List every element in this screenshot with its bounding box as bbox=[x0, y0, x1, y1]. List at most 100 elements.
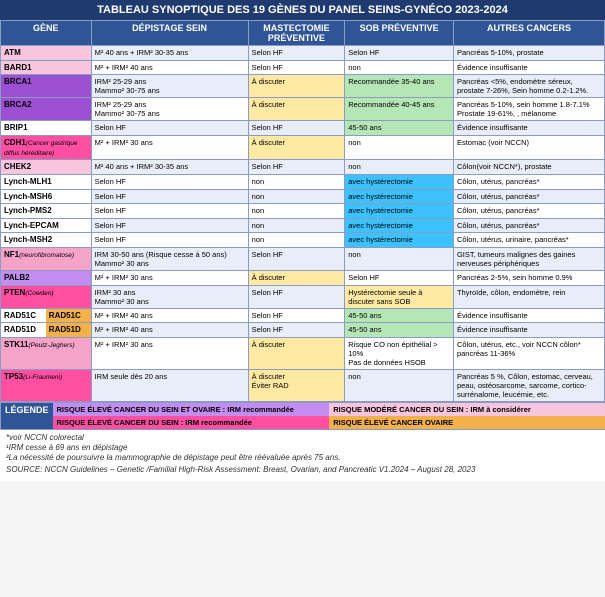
gene-cell: Lynch-MLH1 bbox=[1, 174, 92, 189]
table-row: STK11(Peutz-Jeghers)M² + IRM² 30 ansÀ di… bbox=[1, 337, 605, 369]
notes: *voir NCCN colorectal¹IRM cesse à 69 ans… bbox=[0, 430, 605, 481]
gene-table: GÈNEDÉPISTAGE SEINMASTECTOMIE PRÉVENTIVE… bbox=[0, 20, 605, 402]
cell: À discuter bbox=[248, 75, 345, 98]
cell: avec hystérectomie bbox=[345, 174, 454, 189]
cell: Côlon, utérus, pancréas* bbox=[453, 204, 604, 219]
cell: 45-50 ans bbox=[345, 323, 454, 338]
cell: M² + IRM² 40 ans bbox=[91, 60, 248, 75]
gene-cell: TP53(Li-Fraumeni) bbox=[1, 369, 92, 401]
table-row: BRIP1Selon HFSelon HF45-50 ansÉvidence i… bbox=[1, 121, 605, 136]
cell: Selon HF bbox=[248, 60, 345, 75]
cell: Selon HF bbox=[345, 270, 454, 285]
cell: M² + IRM² 40 ans bbox=[91, 323, 248, 338]
cell: non bbox=[345, 135, 454, 160]
cell: M² 40 ans + IRM² 30-35 ans bbox=[91, 160, 248, 175]
gene-cell: Lynch-MSH2 bbox=[1, 233, 92, 248]
cell: Thyroïde, côlon, endomètre, rein bbox=[453, 285, 604, 308]
cell: Selon HF bbox=[248, 160, 345, 175]
cell: Côlon, utérus, etc., voir NCCN côlon* pa… bbox=[453, 337, 604, 369]
cell: M² + IRM² 30 ans bbox=[91, 135, 248, 160]
cell: Évidence insuffisante bbox=[453, 121, 604, 136]
table-row: CHEK2M² 40 ans + IRM² 30-35 ansSelon HFn… bbox=[1, 160, 605, 175]
cell: IRM seule dès 20 ans bbox=[91, 369, 248, 401]
cell: avec hystérectomie bbox=[345, 189, 454, 204]
table-row: Lynch-MLH1Selon HFnonavec hystérectomieC… bbox=[1, 174, 605, 189]
cell: Recommandée 35-40 ans bbox=[345, 75, 454, 98]
cell: Selon HF bbox=[91, 121, 248, 136]
table-row: BRCA2IRM² 25-29 ansMammo² 30-75 ansÀ dis… bbox=[1, 98, 605, 121]
cell: Risque CO non épithélial > 10%Pas de don… bbox=[345, 337, 454, 369]
header-row: GÈNEDÉPISTAGE SEINMASTECTOMIE PRÉVENTIVE… bbox=[1, 21, 605, 46]
cell: M² 40 ans + IRM² 30-35 ans bbox=[91, 46, 248, 61]
cell: non bbox=[345, 60, 454, 75]
cell: 45-50 ans bbox=[345, 121, 454, 136]
cell: Côlon, utérus, pancréas* bbox=[453, 218, 604, 233]
cell: non bbox=[248, 174, 345, 189]
legend-item: RISQUE ÉLEVÉ CANCER OVAIRE bbox=[329, 416, 605, 429]
cell: non bbox=[248, 204, 345, 219]
table-row: PTEN(Cowden)IRM² 30 ansMammo² 30 ansSelo… bbox=[1, 285, 605, 308]
column-header: DÉPISTAGE SEIN bbox=[91, 21, 248, 46]
cell: avec hystérectomie bbox=[345, 218, 454, 233]
cell: Selon HF bbox=[248, 308, 345, 323]
cell: Selon HF bbox=[248, 46, 345, 61]
cell: À discuter bbox=[248, 98, 345, 121]
column-header: MASTECTOMIE PRÉVENTIVE bbox=[248, 21, 345, 46]
cell: Côlon, utérus, urinaire, pancréas* bbox=[453, 233, 604, 248]
cell: Côlon, utérus, pancréas* bbox=[453, 174, 604, 189]
gene-cell: BRIP1 bbox=[1, 121, 92, 136]
table-row: PALB2M² + IRM² 30 ansÀ discuterSelon HFP… bbox=[1, 270, 605, 285]
cell: Selon HF bbox=[91, 204, 248, 219]
cell: non bbox=[345, 247, 454, 270]
table-row: Lynch-MSH2Selon HFnonavec hystérectomieC… bbox=[1, 233, 605, 248]
cell: Selon HF bbox=[345, 46, 454, 61]
legend-item: RISQUE MODÉRÉ CANCER DU SEIN : IRM à con… bbox=[329, 403, 605, 416]
cell: M² + IRM² 40 ans bbox=[91, 308, 248, 323]
cell: M² + IRM² 30 ans bbox=[91, 337, 248, 369]
table-row: TP53(Li-Fraumeni)IRM seule dès 20 ansÀ d… bbox=[1, 369, 605, 401]
column-header: AUTRES CANCERS bbox=[453, 21, 604, 46]
cell: Côlon, utérus, pancréas* bbox=[453, 189, 604, 204]
cell: Selon HF bbox=[91, 174, 248, 189]
cell: 45-50 ans bbox=[345, 308, 454, 323]
cell: Selon HF bbox=[248, 323, 345, 338]
cell: Pancréas 5-10%, prostate bbox=[453, 46, 604, 61]
column-header: GÈNE bbox=[1, 21, 92, 46]
footnote: ²La nécessité de poursuivre la mammograp… bbox=[6, 453, 599, 462]
cell: À discuterÉviter RAD bbox=[248, 369, 345, 401]
cell: Selon HF bbox=[91, 233, 248, 248]
cell: non bbox=[248, 189, 345, 204]
cell: Selon HF bbox=[248, 247, 345, 270]
cell: GIST, tumeurs malignes des gaines nerveu… bbox=[453, 247, 604, 270]
source-line: SOURCE: NCCN Guidelines – Genetic /Famil… bbox=[6, 465, 599, 474]
cell: Estomac (voir NCCN) bbox=[453, 135, 604, 160]
table-title: TABLEAU SYNOPTIQUE DES 19 GÈNES DU PANEL… bbox=[0, 0, 605, 20]
page-container: TABLEAU SYNOPTIQUE DES 19 GÈNES DU PANEL… bbox=[0, 0, 605, 481]
gene-cell: ATM bbox=[1, 46, 92, 61]
cell: À discuter bbox=[248, 270, 345, 285]
legend: LÉGENDERISQUE ÉLEVÉ CANCER DU SEIN ET OV… bbox=[0, 402, 605, 430]
cell: Hystérectomie seule à discuter sans SOB bbox=[345, 285, 454, 308]
cell: Pancréas <5%, endomètre séreux, prostate… bbox=[453, 75, 604, 98]
table-row: BRCA1IRM² 25-29 ansMammo² 30-75 ansÀ dis… bbox=[1, 75, 605, 98]
cell: Selon HF bbox=[91, 218, 248, 233]
table-row: ATMM² 40 ans + IRM² 30-35 ansSelon HFSel… bbox=[1, 46, 605, 61]
footnote: *voir NCCN colorectal bbox=[6, 433, 599, 442]
cell: Pancréas 5-10%, sein homme 1.8-7.1%Prost… bbox=[453, 98, 604, 121]
gene-cell: Lynch-MSH6 bbox=[1, 189, 92, 204]
gene-cell: RAD51DRAD51D bbox=[1, 323, 92, 338]
cell: Évidence insuffisante bbox=[453, 60, 604, 75]
gene-cell: PALB2 bbox=[1, 270, 92, 285]
gene-cell: RAD51CRAD51C bbox=[1, 308, 92, 323]
footnote: ¹IRM cesse à 69 ans en dépistage bbox=[6, 443, 599, 452]
cell: avec hystérectomie bbox=[345, 204, 454, 219]
cell: non bbox=[248, 218, 345, 233]
gene-cell: CDH1(Cancer gastrique diffus héréditaire… bbox=[1, 135, 92, 160]
gene-cell: Lynch-PMS2 bbox=[1, 204, 92, 219]
gene-cell: BARD1 bbox=[1, 60, 92, 75]
table-row: RAD51DRAD51DM² + IRM² 40 ansSelon HF45-5… bbox=[1, 323, 605, 338]
gene-cell: PTEN(Cowden) bbox=[1, 285, 92, 308]
cell: IRM² 25-29 ansMammo² 30-75 ans bbox=[91, 98, 248, 121]
cell: Évidence insuffisante bbox=[453, 323, 604, 338]
cell: IRM² 25-29 ansMammo² 30-75 ans bbox=[91, 75, 248, 98]
